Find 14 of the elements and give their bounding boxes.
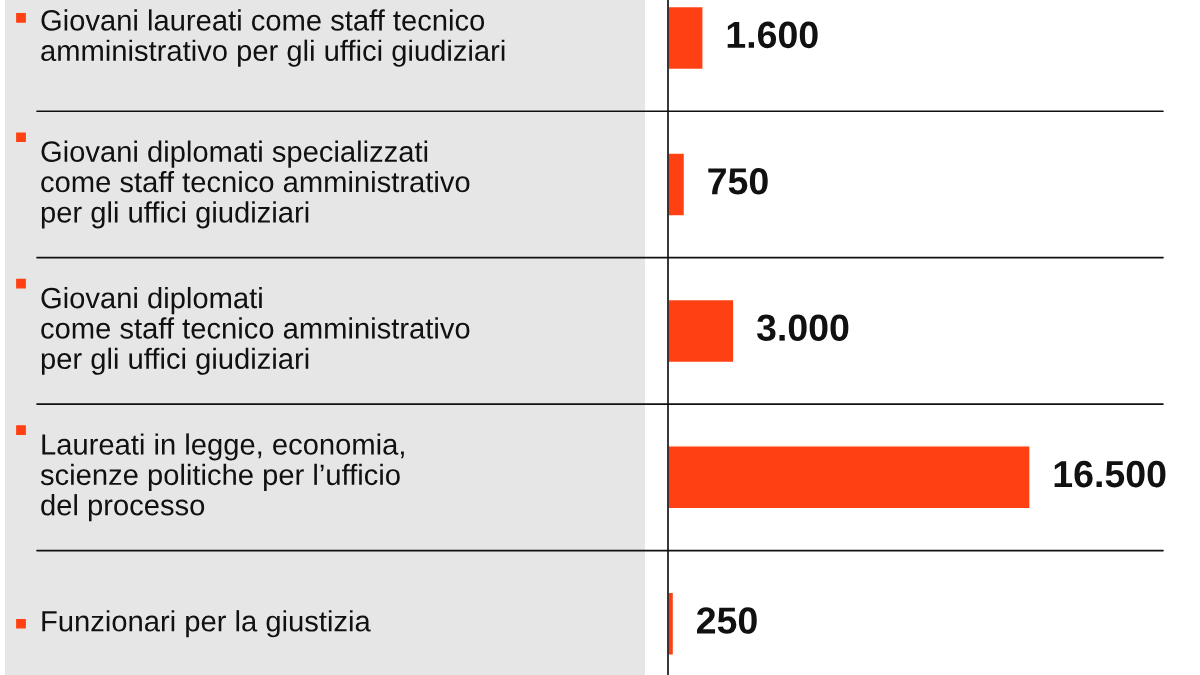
y-tick-label: Funzionari per la giustizia bbox=[42, 610, 371, 638]
y-tick-label: Laureati in legge, economia, scienze politiche per l’ufficio del processo bbox=[40, 433, 404, 522]
data-label: 1.600 bbox=[727, 21, 818, 49]
bar bbox=[668, 5, 704, 71]
y-tick-label: Giovani diplomati specializzati come staff tecnico amministrativo per gli uffici giudiziari bbox=[41, 140, 470, 229]
bar bbox=[668, 445, 1031, 510]
bar bbox=[668, 152, 686, 217]
data-label: 3.000 bbox=[756, 314, 849, 342]
bar bbox=[668, 298, 735, 364]
data-label: 250 bbox=[697, 607, 757, 634]
data-label: 750 bbox=[708, 168, 768, 195]
data-label: 16.500 bbox=[1054, 460, 1166, 488]
y-tick-label: Giovani diplomati come staff tecnico amministrativo per gli uffici giudiziari bbox=[41, 286, 470, 375]
y-tick-label: Giovani laureati come staff tecnico amministrativo per gli uffici giudiziari bbox=[41, 9, 505, 67]
